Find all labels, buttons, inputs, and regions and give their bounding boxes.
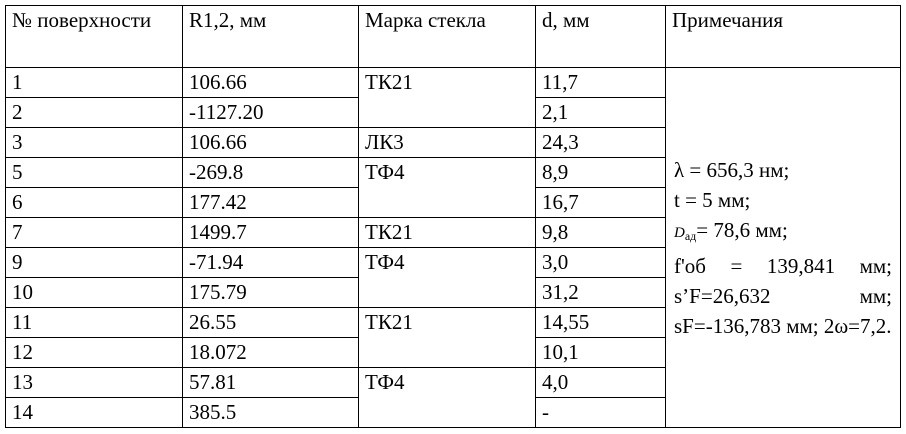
surface-number-cell: 2 <box>5 97 183 128</box>
note-thickness: t = 5 мм; <box>674 187 751 212</box>
radius-cell: 106.66 <box>182 127 359 158</box>
radius-cell: -269.8 <box>182 157 359 188</box>
thickness-cell: 8,9 <box>535 157 666 188</box>
table-row: 12 18.072 10,1 <box>5 337 901 368</box>
surface-number-cell: 13 <box>5 367 183 398</box>
table-row: 10 175.79 31,2 <box>5 277 901 308</box>
radius-cell: 106.66 <box>182 67 359 98</box>
glass-cell: ТК21 <box>358 307 536 368</box>
header-thickness: d, мм <box>535 5 666 68</box>
radius-cell: 385.5 <box>182 397 359 428</box>
surface-number-cell: 1 <box>5 67 183 98</box>
surface-number-cell: 12 <box>5 337 183 368</box>
header-row: № поверхности R1,2, мм Марка стекла d, м… <box>5 5 901 68</box>
surface-number-cell: 7 <box>5 217 183 248</box>
table-row: 2 -1127.20 2,1 <box>5 97 901 128</box>
table-row: 14 385.5 - <box>5 397 901 428</box>
glass-cell: ТК21 <box>358 67 536 128</box>
thickness-cell: 16,7 <box>535 187 666 218</box>
glass-cell: ТФ4 <box>358 367 536 428</box>
radius-cell: 175.79 <box>182 277 359 308</box>
surface-number-cell: 10 <box>5 277 183 308</box>
surface-number-cell: 14 <box>5 397 183 428</box>
thickness-cell: 3,0 <box>535 247 666 278</box>
thickness-cell: 9,8 <box>535 217 666 248</box>
header-surface-number: № поверхности <box>5 5 183 68</box>
header-radius: R1,2, мм <box>182 5 359 68</box>
table-row: 1 106.66 ТК21 11,7 λ = 656,3 нм; t = 5 мм; Dад… <box>5 67 901 428</box>
thickness-cell: 2,1 <box>535 97 666 128</box>
table-row: 7 1499.7 ТК21 9,8 <box>5 217 901 248</box>
thickness-cell: 31,2 <box>535 277 666 308</box>
radius-cell: 26.55 <box>182 307 359 338</box>
header-glass: Марка стекла <box>358 5 536 68</box>
note-aperture: Dад= 78,6 мм; <box>674 215 892 251</box>
thickness-cell: 10,1 <box>535 337 666 368</box>
surface-number-cell: 9 <box>5 247 183 278</box>
radius-cell: -71.94 <box>182 247 359 278</box>
surface-number-cell: 11 <box>5 307 183 338</box>
table-row: 11 26.55 ТК21 14,55 <box>5 307 901 368</box>
table-row: 13 57.81 ТФ4 4,0 <box>5 367 901 428</box>
glass-cell: ТФ4 <box>358 157 536 218</box>
radius-cell: 177.42 <box>182 187 359 218</box>
aperture-subscript: ад <box>684 228 697 243</box>
lens-data-table: № поверхности R1,2, мм Марка стекла d, м… <box>5 5 901 428</box>
note-focal-positions: s’F=26,632 мм; sF=-136,783 мм; 2ω=7,2. <box>674 283 892 338</box>
radius-cell: -1127.20 <box>182 97 359 128</box>
radius-cell: 1499.7 <box>182 217 359 248</box>
thickness-cell: - <box>535 397 666 428</box>
header-notes: Примечания <box>665 5 901 68</box>
aperture-symbol: D <box>674 224 685 241</box>
aperture-value: = 78,6 мм; <box>696 217 788 242</box>
thickness-cell: 11,7 <box>535 67 666 98</box>
thickness-cell: 4,0 <box>535 367 666 398</box>
notes-cell: λ = 656,3 нм; t = 5 мм; Dад= 78,6 мм; f'об … <box>665 67 901 428</box>
table-row: 3 106.66 ЛК3 24,3 <box>5 127 901 158</box>
note-focal-length: f'об = 139,841 мм; <box>674 253 892 278</box>
table-row: 6 177.42 16,7 <box>5 187 901 218</box>
surface-number-cell: 5 <box>5 157 183 188</box>
note-wavelength: λ = 656,3 нм; <box>674 157 790 182</box>
thickness-cell: 14,55 <box>535 307 666 338</box>
glass-cell: ЛК3 <box>358 127 536 158</box>
radius-cell: 57.81 <box>182 367 359 398</box>
surface-number-cell: 3 <box>5 127 183 158</box>
glass-cell: ТФ4 <box>358 247 536 308</box>
radius-cell: 18.072 <box>182 337 359 368</box>
thickness-cell: 24,3 <box>535 127 666 158</box>
surface-number-cell: 6 <box>5 187 183 218</box>
glass-cell: ТК21 <box>358 217 536 248</box>
